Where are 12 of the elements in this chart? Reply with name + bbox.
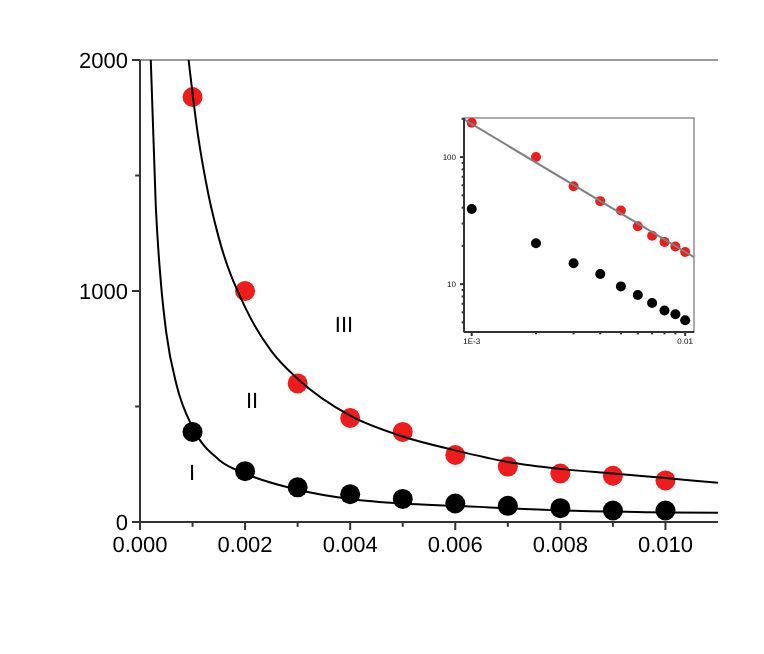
y-tick-label: 0: [115, 511, 128, 536]
x-tick-label: 0.008: [532, 534, 588, 558]
x-tick-label: 0.000: [112, 534, 168, 558]
x-tick-label: 0.004: [322, 534, 378, 558]
x-tick-label: 0.006: [427, 534, 483, 558]
y-tick-label: 2000: [79, 49, 128, 74]
x-tick-label: 0.010: [637, 534, 693, 558]
annotation: II: [245, 389, 259, 414]
y-tick-label: 1000: [79, 280, 128, 305]
x-tick-label: 0.002: [217, 534, 273, 558]
annotation: I: [188, 461, 196, 486]
annotation: III: [334, 313, 354, 338]
